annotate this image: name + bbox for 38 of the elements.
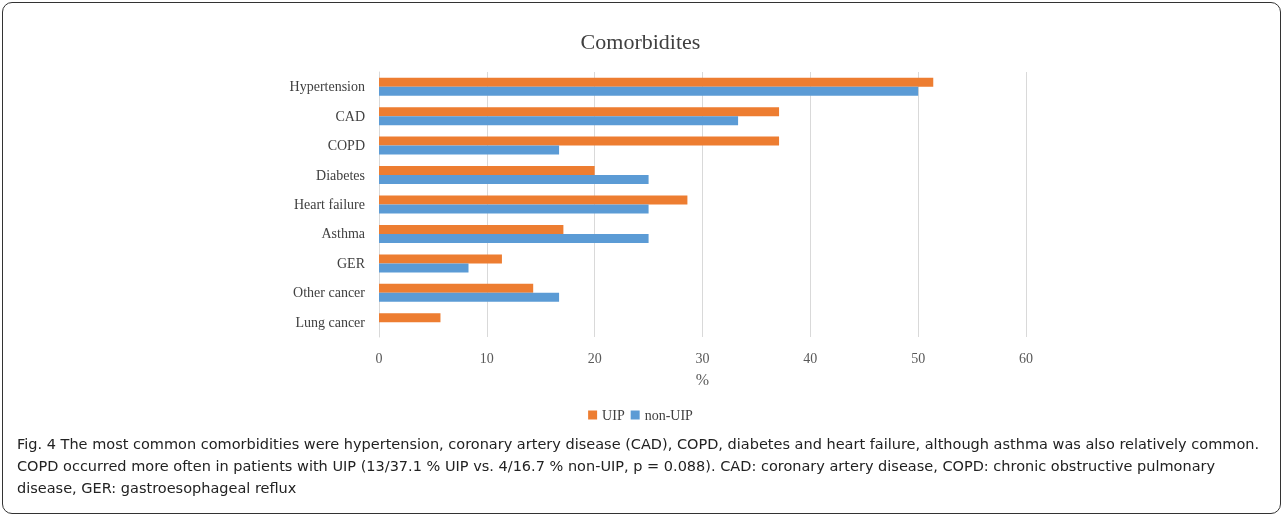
bar bbox=[379, 86, 919, 96]
x-tick-label: 50 bbox=[911, 350, 926, 366]
y-tick-label: CAD bbox=[335, 108, 365, 124]
x-tick-label: 10 bbox=[479, 350, 494, 366]
x-tick-label: 0 bbox=[375, 350, 383, 366]
legend-label: UIP bbox=[602, 407, 625, 423]
bar bbox=[379, 313, 441, 323]
x-tick-label: 30 bbox=[695, 350, 710, 366]
bar bbox=[379, 136, 780, 146]
bar bbox=[379, 292, 560, 302]
bar bbox=[379, 204, 649, 214]
caption: Fig. 4 The most common comorbidities were hypertension, coronary artery disease (CAD), COPD, diabetes and heart failure, although asthma was also relatively common. COPD occurred more often in patients with UIP (13/37.1 % UIP vs. 4/16.7 % non-UIP, p = 0.088). CAD: coronary artery disease, COPD: chronic obstructive pulmonary disease, GER: gastroesophageal reflux bbox=[17, 435, 1261, 498]
bar bbox=[379, 233, 649, 243]
chart-title: Comorbidites bbox=[580, 28, 701, 54]
bar bbox=[379, 107, 780, 117]
legend-label: non-UIP bbox=[644, 407, 694, 423]
y-tick-label: Other cancer bbox=[293, 285, 366, 301]
y-tick-label: Heart failure bbox=[293, 197, 365, 212]
bar bbox=[379, 77, 934, 87]
x-tick-label: 60 bbox=[1019, 350, 1033, 366]
bar bbox=[379, 263, 469, 273]
y-tick-label: Diabetes bbox=[316, 167, 365, 183]
bar bbox=[379, 254, 502, 264]
bar bbox=[379, 166, 595, 176]
x-tick-label: 40 bbox=[803, 350, 818, 366]
x-axis-title: % bbox=[695, 370, 710, 388]
bar bbox=[379, 283, 534, 293]
y-tick-label: Asthma bbox=[321, 226, 366, 242]
y-tick-label: GER bbox=[337, 255, 366, 271]
y-tick-label: COPD bbox=[327, 138, 365, 154]
y-tick-label: Lung cancer bbox=[295, 314, 366, 330]
y-tick-label: Hypertension bbox=[289, 79, 365, 95]
bar bbox=[379, 175, 649, 185]
bar bbox=[379, 116, 739, 126]
bar bbox=[379, 145, 560, 155]
x-tick-label: 20 bbox=[587, 350, 602, 366]
bar bbox=[379, 224, 564, 234]
bar bbox=[379, 195, 688, 205]
